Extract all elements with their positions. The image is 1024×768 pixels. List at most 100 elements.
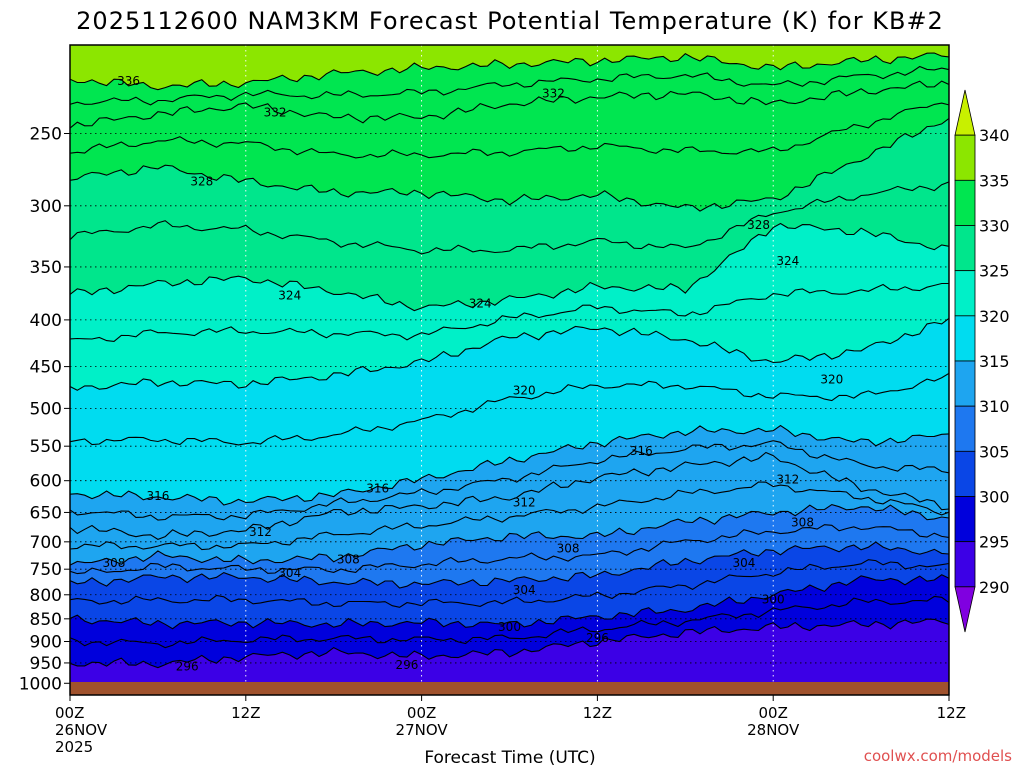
contour-minor bbox=[70, 282, 949, 342]
x-tick-label: 12Z bbox=[231, 704, 260, 722]
x-tick-label: 00Z bbox=[407, 704, 436, 722]
colorbar-label: 340 bbox=[979, 126, 1010, 145]
grid-lines bbox=[70, 45, 949, 695]
contour-label: 324 bbox=[469, 297, 492, 311]
plot-area bbox=[70, 45, 949, 695]
colorbar-label: 320 bbox=[979, 307, 1010, 326]
contour-label: 320 bbox=[513, 384, 536, 398]
x-tick-label: 28NOV bbox=[747, 721, 800, 739]
y-tick-label: 750 bbox=[30, 560, 62, 580]
colorbar-segment bbox=[954, 541, 976, 588]
colorbar-segment bbox=[954, 225, 976, 272]
x-tick-label: 26NOV bbox=[55, 721, 108, 739]
contour-label: 324 bbox=[278, 288, 301, 302]
x-tick-label: 27NOV bbox=[396, 721, 449, 739]
contour-label: 308 bbox=[557, 542, 580, 556]
x-axis-label: Forecast Time (UTC) bbox=[424, 748, 595, 768]
colorbar-label: 295 bbox=[979, 533, 1010, 552]
contour-296 bbox=[70, 618, 949, 669]
temperature-band bbox=[70, 318, 949, 505]
contour-labels: 336 332 332 328 328 324 324 324 320 320 316 316 316 3… bbox=[102, 74, 843, 673]
contour-label: 328 bbox=[190, 174, 213, 188]
colorbar-segment bbox=[954, 315, 976, 362]
ground-surface bbox=[70, 682, 949, 695]
colorbar-label: 315 bbox=[979, 352, 1010, 371]
y-tick-label: 350 bbox=[30, 258, 62, 278]
y-tick-label: 650 bbox=[30, 503, 62, 523]
y-tick-label: 950 bbox=[30, 654, 62, 674]
x-tick-label: 00Z bbox=[55, 704, 84, 722]
contour-336 bbox=[70, 52, 949, 91]
colorbar-segment bbox=[954, 360, 976, 407]
colorbar-bottom-triangle bbox=[954, 586, 976, 633]
colorbar-label: 310 bbox=[979, 397, 1010, 416]
temperature-band bbox=[70, 452, 949, 566]
contour-minor bbox=[70, 595, 949, 649]
colorbar-segment bbox=[954, 405, 976, 452]
temperature-band bbox=[70, 574, 949, 668]
contour-328 bbox=[70, 118, 949, 212]
y-tick-label: 400 bbox=[30, 311, 62, 331]
y-tick-label: 700 bbox=[30, 533, 62, 553]
colorbar-segment bbox=[954, 270, 976, 317]
contour-label: 308 bbox=[791, 516, 814, 530]
contour-label: 296 bbox=[395, 658, 418, 672]
colorbar-label: 330 bbox=[979, 217, 1010, 236]
contour-324 bbox=[70, 222, 949, 312]
contour-332 bbox=[70, 80, 949, 129]
contour-label: 300 bbox=[762, 593, 785, 607]
temperature-band bbox=[70, 118, 949, 311]
y-tick-label: 900 bbox=[30, 632, 62, 652]
contour-label: 332 bbox=[264, 105, 287, 119]
contour-label: 316 bbox=[630, 444, 653, 458]
contour-300 bbox=[70, 574, 949, 630]
contour-minor bbox=[70, 65, 949, 106]
contour-304 bbox=[70, 541, 949, 589]
contour-minor bbox=[70, 481, 949, 551]
temperature-band bbox=[70, 223, 949, 391]
x-tick-label: 12Z bbox=[937, 704, 966, 722]
colorbar-segment bbox=[954, 134, 976, 181]
contour-308 bbox=[70, 504, 949, 566]
colorbar-segment bbox=[954, 450, 976, 497]
contour-minor bbox=[70, 372, 949, 446]
temperature-band bbox=[70, 81, 949, 212]
contour-label: 316 bbox=[146, 489, 169, 503]
y-tick-label: 850 bbox=[30, 610, 62, 630]
credit-link[interactable]: coolwx.com/models bbox=[864, 747, 1012, 765]
y-axis: 2503003504004505005506006507007508008509… bbox=[19, 124, 70, 694]
y-tick-label: 250 bbox=[30, 124, 62, 144]
contour-label: 320 bbox=[820, 373, 843, 387]
contour-lines bbox=[70, 52, 949, 669]
y-tick-label: 600 bbox=[30, 472, 62, 492]
contour-320 bbox=[70, 317, 949, 391]
contour-label: 296 bbox=[586, 631, 609, 645]
colorbar-label: 335 bbox=[979, 171, 1010, 190]
y-tick-label: 300 bbox=[30, 197, 62, 217]
colorbar-segment bbox=[954, 496, 976, 543]
colorbar-top-triangle bbox=[954, 89, 976, 136]
contour-minor bbox=[70, 181, 949, 255]
y-tick-label: 450 bbox=[30, 358, 62, 378]
contour-label: 312 bbox=[249, 525, 272, 539]
x-tick-label: 12Z bbox=[583, 704, 612, 722]
temperature-band bbox=[70, 45, 949, 90]
contour-label: 324 bbox=[776, 254, 799, 268]
plot-frame bbox=[69, 44, 950, 696]
x-tick-label: 2025 bbox=[55, 738, 93, 756]
colorbar-segment bbox=[954, 179, 976, 226]
contour-label: 296 bbox=[176, 659, 199, 673]
y-tick-label: 500 bbox=[30, 399, 62, 419]
colorbar-label: 290 bbox=[979, 578, 1010, 597]
chart-title: 2025112600 NAM3KM Forecast Potential Tem… bbox=[76, 7, 944, 35]
temperature-bands bbox=[70, 45, 949, 695]
temperature-band bbox=[70, 504, 949, 588]
contour-label: 304 bbox=[732, 556, 755, 570]
temperature-band bbox=[70, 542, 949, 629]
contour-label: 304 bbox=[278, 566, 301, 580]
contour-minor bbox=[70, 440, 949, 521]
contour-label: 304 bbox=[513, 583, 536, 597]
contour-label: 316 bbox=[366, 482, 389, 496]
contour-label: 312 bbox=[776, 472, 799, 486]
